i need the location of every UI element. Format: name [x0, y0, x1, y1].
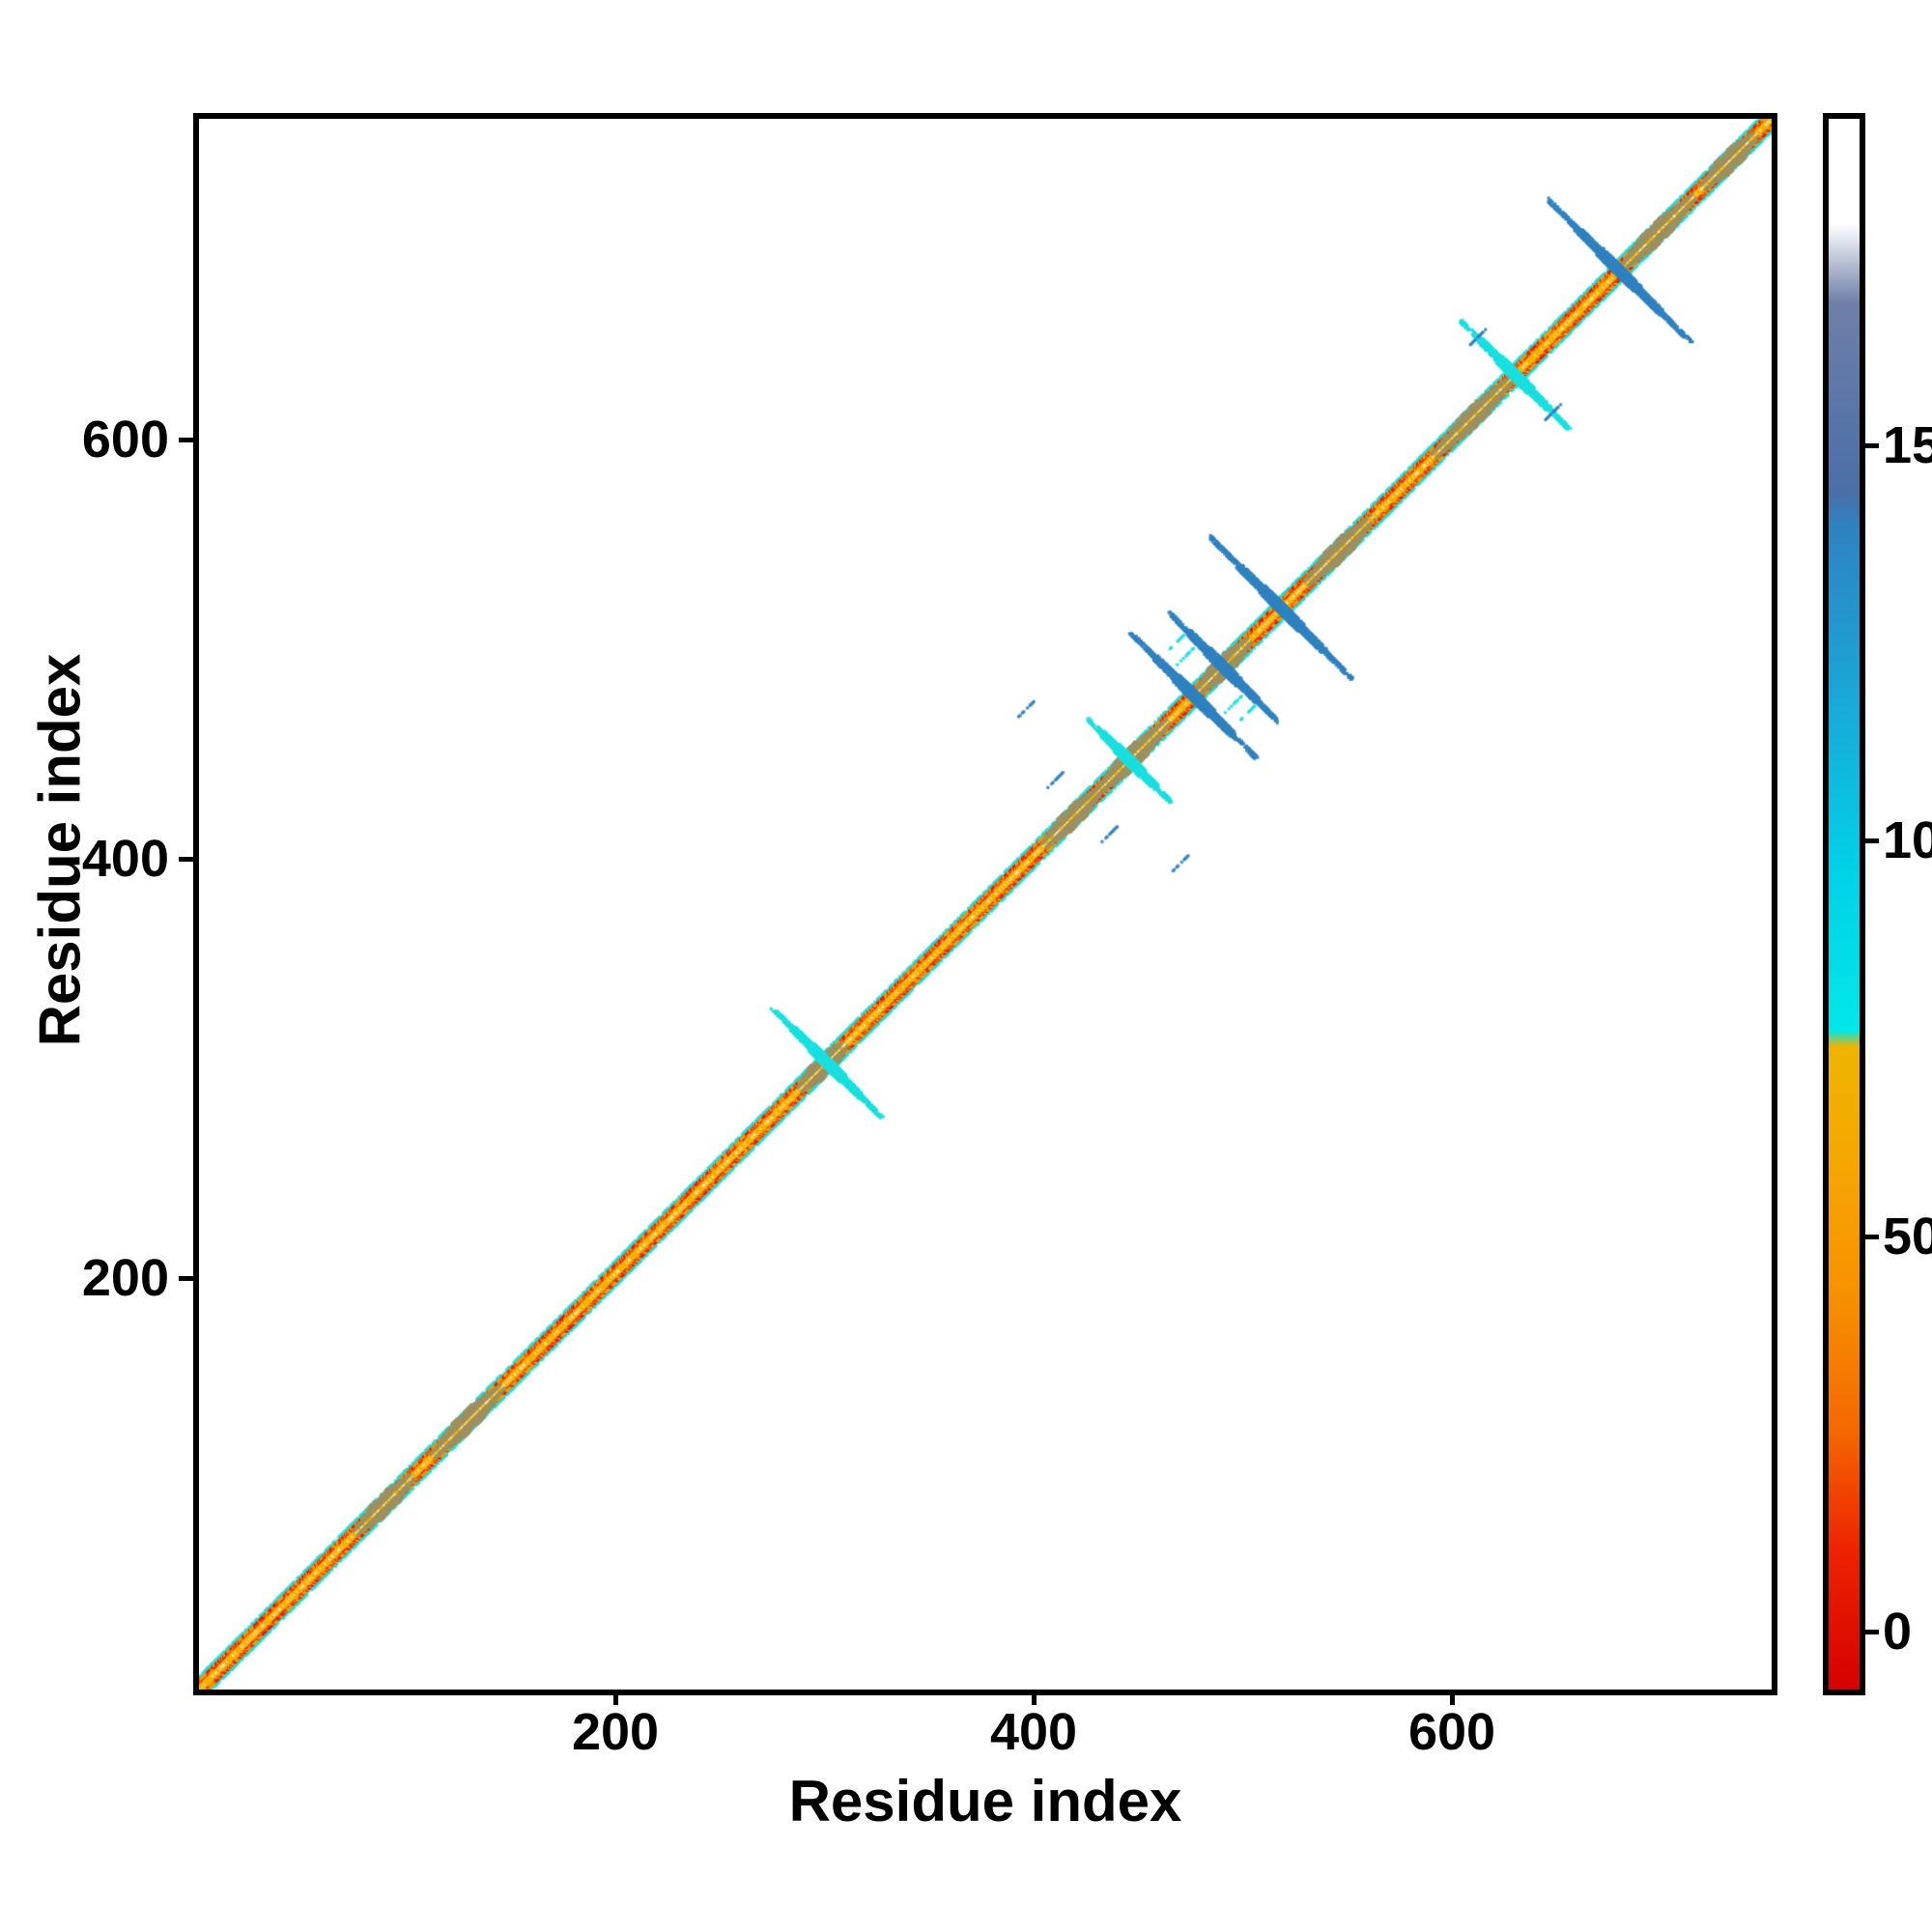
colorbar-gradient — [1823, 113, 1865, 1695]
y-tick-200 — [179, 1276, 194, 1281]
colorbar-label-50: 50 — [1883, 1208, 1932, 1265]
y-tick-600 — [179, 438, 194, 442]
x-tick-200 — [613, 1690, 618, 1705]
colorbar-tick-0 — [1865, 1630, 1879, 1634]
colorbar-label-0: 0 — [1883, 1603, 1913, 1661]
x-ticklabel-600: 600 — [1407, 1703, 1496, 1761]
x-tick-600 — [1450, 1690, 1455, 1705]
y-axis-title: Residue index — [27, 653, 93, 1047]
colorbar-label-100: 100 — [1883, 811, 1932, 869]
colorbar: 150 100 50 0 — [1823, 113, 1932, 1695]
x-ticklabel-200: 200 — [571, 1703, 660, 1761]
colorbar-label-150: 150 — [1883, 416, 1932, 474]
colorbar-tick-50 — [1865, 1235, 1879, 1239]
plot-area — [193, 113, 1777, 1695]
y-ticklabel-200: 200 — [81, 1249, 169, 1307]
x-axis-title: Residue index — [788, 1769, 1182, 1833]
colorbar-tick-150 — [1865, 443, 1879, 448]
heatmap-canvas — [199, 119, 1772, 1690]
x-tick-400 — [1032, 1690, 1037, 1705]
colorbar-frame — [1823, 113, 1865, 1695]
colorbar-tick-100 — [1865, 838, 1879, 843]
y-ticklabel-400: 400 — [81, 830, 169, 888]
y-ticklabel-600: 600 — [81, 411, 169, 469]
x-ticklabel-400: 400 — [989, 1703, 1078, 1761]
y-tick-400 — [179, 857, 194, 862]
